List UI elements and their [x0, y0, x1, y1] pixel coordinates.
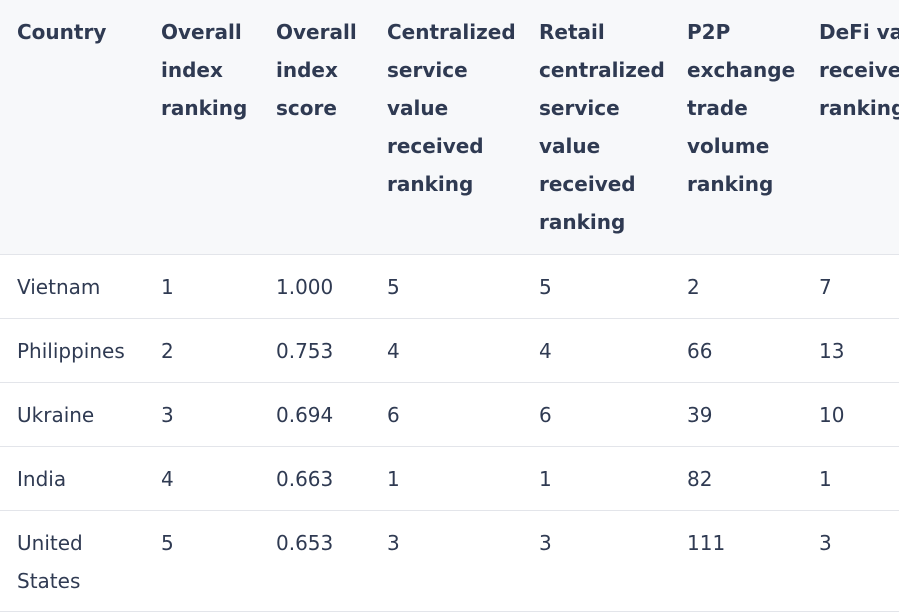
header-overall-index-score: Overall index score [276, 20, 357, 120]
cell-retail-ranking: 4 [539, 338, 552, 363]
cell-p2p-ranking: 39 [687, 402, 713, 427]
header-country: Country [17, 20, 107, 44]
cell-defi-ranking: 3 [819, 530, 832, 555]
cell-centralized-ranking: 1 [387, 466, 400, 491]
cell-p2p-ranking: 66 [687, 338, 713, 363]
cell-overall-ranking: 4 [161, 466, 174, 491]
cell-retail-ranking: 6 [539, 402, 552, 427]
cell-overall-score: 0.753 [276, 338, 334, 363]
cell-retail-ranking: 3 [539, 530, 552, 555]
cell-retail-ranking: 5 [539, 274, 552, 299]
table-row: India 4 0.663 1 1 82 1 [0, 446, 899, 510]
cell-overall-score: 0.653 [276, 530, 334, 555]
cell-overall-score: 1.000 [276, 274, 334, 299]
header-overall-index-ranking: Overall index ranking [161, 20, 248, 120]
cell-overall-ranking: 5 [161, 530, 174, 555]
table-top-border [0, 0, 899, 1]
cell-p2p-ranking: 82 [687, 466, 713, 491]
header-centralized-service-ranking: Centralized service value received ranki… [387, 20, 516, 196]
header-defi-value-ranking: DeFi value received ranking [819, 20, 899, 120]
cell-p2p-ranking: 2 [687, 274, 700, 299]
table-row: Philippines 2 0.753 4 4 66 13 [0, 318, 899, 382]
cell-defi-ranking: 10 [819, 402, 845, 427]
cell-centralized-ranking: 6 [387, 402, 400, 427]
cell-centralized-ranking: 4 [387, 338, 400, 363]
cell-defi-ranking: 1 [819, 466, 832, 491]
cell-centralized-ranking: 5 [387, 274, 400, 299]
cell-centralized-ranking: 3 [387, 530, 400, 555]
cell-retail-ranking: 1 [539, 466, 552, 491]
table-row: Ukraine 3 0.694 6 6 39 10 [0, 382, 899, 446]
cell-country: United States [17, 530, 83, 593]
header-retail-centralized-ranking: Retail centralized service value receive… [539, 20, 665, 234]
table-row: United States 5 0.653 3 3 111 3 [0, 510, 899, 611]
cell-country: India [17, 466, 67, 491]
cell-defi-ranking: 13 [819, 338, 845, 363]
cell-overall-ranking: 1 [161, 274, 174, 299]
cell-country: Ukraine [17, 402, 95, 427]
cell-overall-ranking: 3 [161, 402, 174, 427]
cell-country: Vietnam [17, 274, 101, 299]
cell-overall-ranking: 2 [161, 338, 174, 363]
cell-country: Philippines [17, 338, 125, 363]
cell-overall-score: 0.663 [276, 466, 334, 491]
cell-p2p-ranking: 111 [687, 530, 726, 555]
header-row: Country Overall index ranking Overall in… [0, 0, 899, 254]
table-body: Vietnam 1 1.000 5 5 2 7 Philippines 2 0.… [0, 254, 899, 611]
cell-overall-score: 0.694 [276, 402, 334, 427]
header-p2p-exchange-ranking: P2P exchange trade volume ranking [687, 20, 796, 196]
cell-defi-ranking: 7 [819, 274, 832, 299]
table-header: Country Overall index ranking Overall in… [0, 0, 899, 254]
table-row: Vietnam 1 1.000 5 5 2 7 [0, 254, 899, 318]
